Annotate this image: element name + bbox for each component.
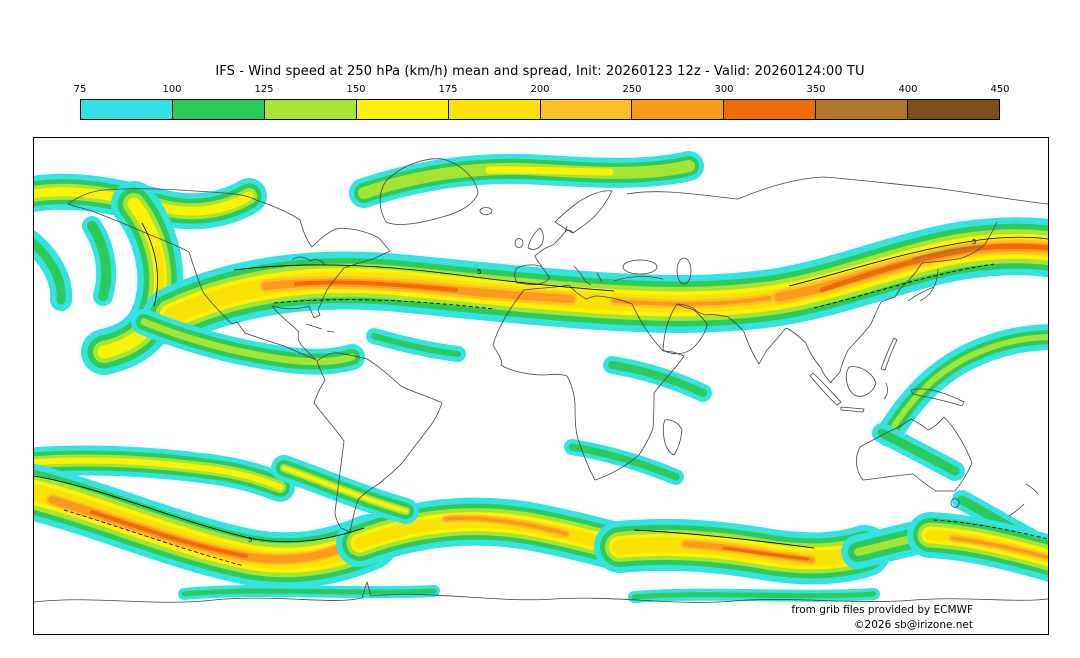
colorbar-segment [816, 100, 909, 119]
coastline-africa [492, 284, 685, 481]
spread-contour [273, 299, 495, 310]
spread-contours: 5 5 5 [34, 222, 1048, 567]
colorbar: 75 100 125 150 175 200 250 300 350 400 4… [74, 84, 1010, 120]
colorbar-tick: 200 [530, 84, 550, 95]
coastline-italy-greece-turkey [573, 265, 664, 286]
band-south-indian-subtropics [572, 447, 676, 477]
coastline-philippines [880, 337, 898, 371]
credit-copyright: ©2026 sb@irizone.net [854, 619, 973, 631]
coastline-cuba [305, 323, 335, 333]
coastline-sulawesi [883, 382, 888, 400]
coastlines [34, 158, 1048, 603]
colorbar-tick: 175 [438, 84, 458, 95]
spread-contour [233, 264, 615, 292]
colorbar-tick: 100 [162, 84, 182, 95]
coastline-madagascar [662, 419, 683, 456]
colorbar-tick: 450 [990, 84, 1010, 95]
jet-band-subtropical-pacific [889, 337, 1048, 434]
spread-contour-label: 5 [972, 238, 976, 246]
world-wind-map: 5 5 5 from grib files provided by ECMWF … [33, 137, 1049, 635]
band-south-america-diagonal [284, 468, 406, 511]
jet-band-southeast-pacific [930, 535, 1048, 560]
coastline-east-south-asia [676, 221, 998, 384]
colorbar-segment [724, 100, 817, 119]
colorbar-segment [448, 100, 541, 119]
coastline-great-lakes [291, 256, 326, 266]
coastline-borneo [845, 366, 877, 397]
coastline-caspian-sea [676, 257, 692, 285]
spread-contour-label: 5 [248, 536, 252, 544]
page-title: IFS - Wind speed at 250 hPa (km/h) mean … [215, 64, 865, 79]
colorbar-segment [540, 100, 633, 119]
colorbar-segment [632, 100, 725, 119]
jet-band-north-atlantic-eurasia [172, 246, 1048, 316]
spread-contour-label: 5 [477, 268, 481, 276]
spread-contour [813, 263, 995, 309]
colorbar-segment [264, 100, 357, 119]
wind-speed-field [34, 166, 1048, 597]
colorbar-tick: 250 [622, 84, 642, 95]
coastline-arctic-russia [626, 176, 1048, 205]
colorbar-tick: 350 [806, 84, 826, 95]
colorbar-segment [172, 100, 265, 119]
colorbar-tick: 300 [714, 84, 734, 95]
spread-contour [34, 475, 365, 543]
coastline-south-america [313, 352, 443, 533]
spread-contour [141, 222, 158, 307]
colorbar-tick: 125 [254, 84, 274, 95]
coastline-iceland [479, 207, 493, 215]
colorbar-tick: 150 [346, 84, 366, 95]
credit-ecmwf: from grib files provided by ECMWF [791, 604, 973, 616]
spread-contour [633, 529, 815, 549]
colorbar-tick-labels: 75 100 125 150 175 200 250 300 350 400 4… [74, 84, 1010, 97]
colorbar-scale [80, 99, 1000, 120]
coastline-black-sea [622, 259, 658, 275]
colorbar-segment [908, 100, 1000, 119]
spread-contour [788, 236, 1048, 287]
jet-band-greenland-scandinavia [364, 166, 689, 193]
band-antarctic-fringes [184, 591, 874, 597]
jet-band-south-of-australia [620, 544, 865, 560]
coastline-japan [907, 268, 939, 302]
coastline-java [840, 406, 865, 413]
coastline-tasmania [950, 498, 960, 508]
coastline-antarctica [34, 581, 1048, 603]
coastline-britain [527, 227, 544, 250]
coastline-australia [856, 416, 973, 492]
coastline-ireland [514, 238, 524, 248]
colorbar-segment [356, 100, 449, 119]
wind-speed-map-svg: 5 5 5 [34, 138, 1048, 634]
spread-contour [63, 509, 245, 567]
coastline-scandinavia [554, 190, 613, 234]
colorbar-segment [81, 100, 173, 119]
colorbar-tick: 75 [73, 84, 87, 95]
coastline-north-america [67, 188, 391, 361]
band-coral-sea [882, 433, 955, 471]
coastline-greenland [379, 158, 479, 225]
coastline-sumatra [809, 372, 842, 406]
band-us-east-atlantic [144, 322, 458, 362]
jet-band-south-atlantic-indian [360, 518, 625, 548]
colorbar-tick: 400 [898, 84, 918, 95]
coastline-new-guinea [910, 388, 965, 407]
coastline-west-europe [534, 225, 574, 268]
coastline-arabia [662, 303, 708, 355]
spread-contour [933, 519, 1048, 540]
coastline-new-zealand [1008, 483, 1039, 517]
